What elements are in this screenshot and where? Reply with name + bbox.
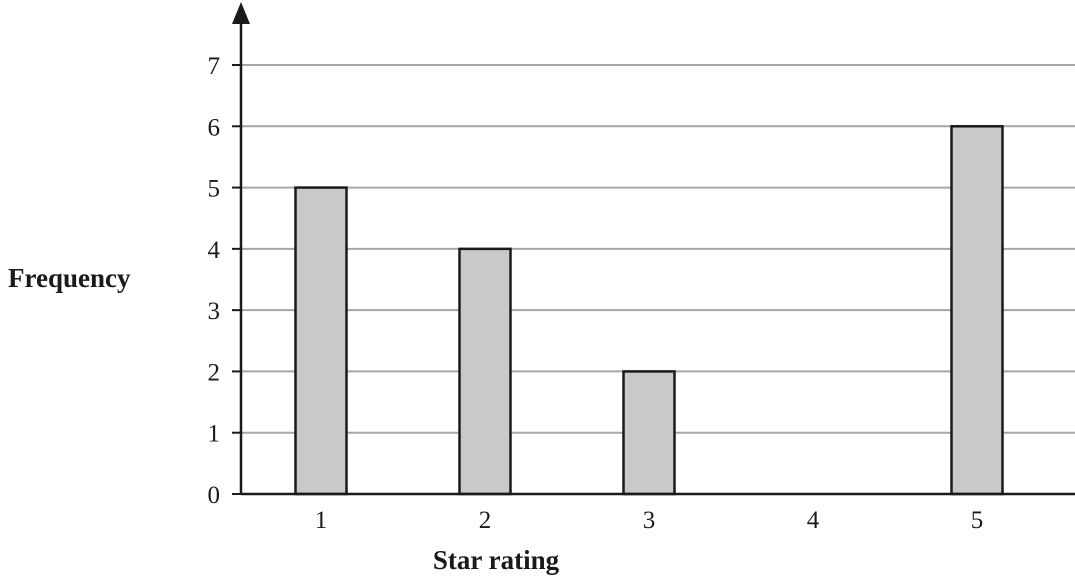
y-tick-label: 6 (208, 114, 221, 141)
bar-3 (622, 370, 676, 496)
x-tick-labels: 1 2 3 4 5 (315, 507, 984, 534)
y-tick-label: 3 (208, 298, 221, 325)
x-tick-label: 5 (971, 507, 984, 534)
x-tick-label: 4 (807, 507, 820, 534)
x-tick-label: 2 (479, 507, 492, 534)
y-tick-label: 2 (208, 359, 221, 386)
x-tick-label: 3 (643, 507, 656, 534)
y-tick-label: 1 (208, 421, 221, 448)
y-tick-label: 4 (208, 237, 221, 264)
y-tick-label: 5 (208, 176, 221, 203)
y-axis-arrow-icon (232, 2, 250, 24)
x-axis-title: Star rating (433, 545, 560, 575)
bar-2 (458, 247, 512, 496)
bar-1 (294, 186, 348, 496)
y-axis-title: Frequency (8, 263, 131, 293)
y-tick-labels: 0 1 2 3 4 5 6 7 (208, 53, 241, 509)
bar-5 (950, 125, 1004, 496)
gridlines (241, 64, 1075, 434)
y-tick-label: 0 (208, 482, 221, 509)
x-tick-label: 1 (315, 507, 328, 534)
axes (232, 2, 1075, 496)
y-tick-label: 7 (208, 53, 221, 80)
